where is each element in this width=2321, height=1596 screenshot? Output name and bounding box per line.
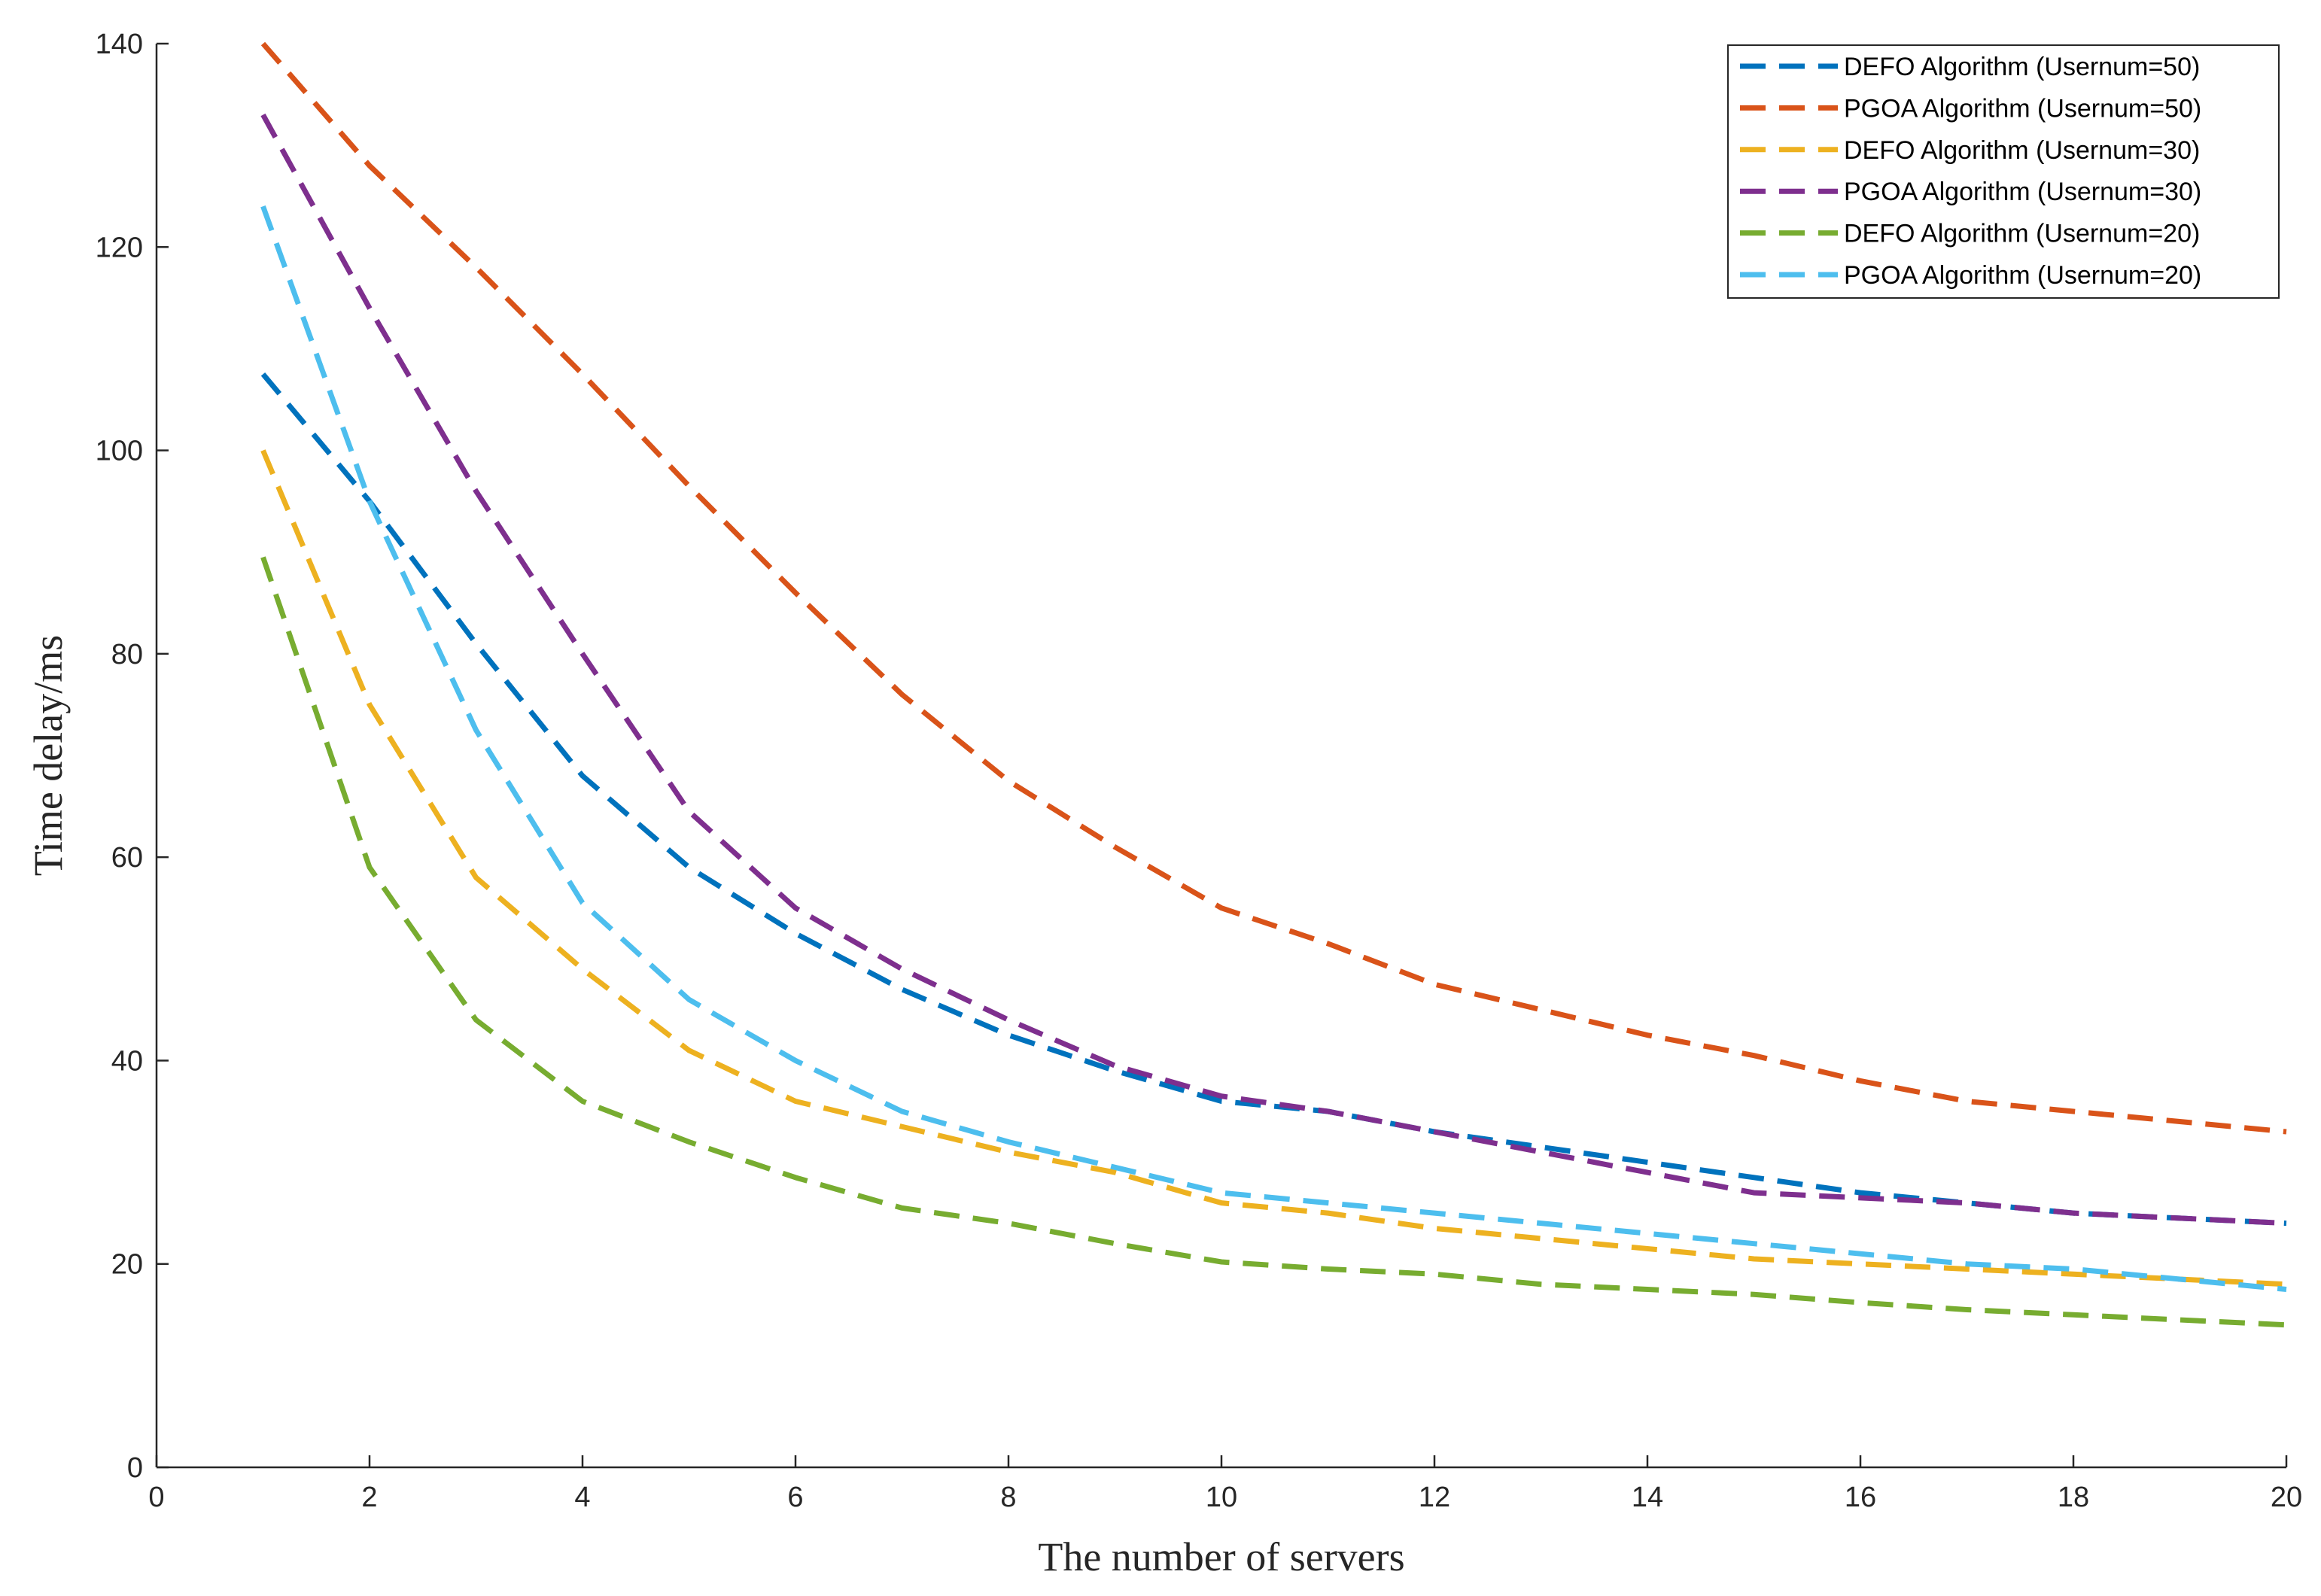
legend-label-4: PGOA Algorithm (Usernum=30)	[1844, 178, 2201, 206]
x-tick-label: 0	[148, 1482, 164, 1513]
series-line-2	[260, 41, 2287, 1135]
y-tick-label: 60	[111, 842, 143, 874]
x-tick-label: 20	[2271, 1482, 2302, 1513]
y-axis-ticks: 0 20 40 60 80 100 120 140	[96, 29, 169, 1484]
series-line-4	[260, 113, 2287, 1227]
series-layer	[260, 41, 2287, 1328]
x-tick-label: 12	[1419, 1482, 1450, 1513]
y-tick-label: 80	[111, 639, 143, 670]
series-line-5	[260, 556, 2287, 1328]
legend-items: DEFO Algorithm (Usernum=50) PGOA Algorith…	[1740, 53, 2201, 290]
y-tick-label: 40	[111, 1045, 143, 1077]
legend-label-6: PGOA Algorithm (Usernum=20)	[1844, 261, 2201, 290]
y-tick-label: 120	[96, 232, 143, 263]
series-line-3	[260, 449, 2287, 1287]
legend-label-2: PGOA Algorithm (Usernum=50)	[1844, 94, 2201, 123]
x-tick-label: 8	[1000, 1482, 1016, 1513]
x-tick-label: 10	[1206, 1482, 1237, 1513]
legend-label-1: DEFO Algorithm (Usernum=50)	[1844, 53, 2200, 81]
x-tick-label: 18	[2058, 1482, 2089, 1513]
series-line-6	[260, 205, 2287, 1292]
legend-box	[1727, 44, 2280, 299]
legend: DEFO Algorithm (Usernum=50) PGOA Algorith…	[1727, 44, 2280, 299]
legend-label-3: DEFO Algorithm (Usernum=30)	[1844, 136, 2200, 165]
x-tick-label: 4	[574, 1482, 590, 1513]
x-tick-label: 6	[787, 1482, 803, 1513]
y-axis-title: Time delay/ms	[26, 635, 71, 877]
x-axis-title: The number of servers	[1038, 1534, 1404, 1579]
y-tick-label: 20	[111, 1249, 143, 1281]
y-tick-label: 140	[96, 29, 143, 60]
x-tick-label: 16	[1845, 1482, 1876, 1513]
x-axis-ticks: 0 2 4 6 8 10 12 14 16 18 20	[148, 1455, 2302, 1513]
y-tick-label: 100	[96, 436, 143, 467]
x-tick-label: 14	[1632, 1482, 1663, 1513]
x-tick-label: 2	[361, 1482, 377, 1513]
y-tick-label: 0	[127, 1452, 143, 1484]
legend-label-5: DEFO Algorithm (Usernum=20)	[1844, 220, 2200, 248]
